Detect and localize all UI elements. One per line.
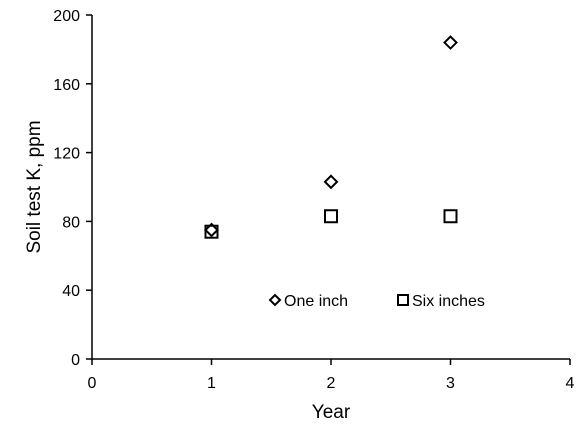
y-axis-label: Soil test K, ppm bbox=[24, 120, 45, 253]
y-tick-label: 40 bbox=[62, 283, 80, 300]
ticks bbox=[86, 14, 571, 365]
x-tick-label: 0 bbox=[88, 375, 97, 392]
x-tick-label: 1 bbox=[207, 375, 216, 392]
six-inches-point bbox=[204, 224, 219, 239]
x-axis-label: Year bbox=[312, 402, 351, 423]
legend-marker bbox=[397, 294, 409, 306]
legend-marker bbox=[268, 293, 282, 307]
y-tick-label: 160 bbox=[53, 77, 80, 94]
x-tick-label: 3 bbox=[446, 375, 455, 392]
y-tick-label: 120 bbox=[53, 146, 80, 163]
legend: One inch Six inches bbox=[268, 293, 485, 310]
six-inches-point bbox=[443, 209, 458, 224]
one-inch-point bbox=[204, 222, 219, 238]
y-tick-label: 0 bbox=[71, 352, 80, 369]
x-tick-label: 2 bbox=[327, 375, 336, 392]
one-inch-point bbox=[443, 35, 458, 50]
x-tick-label: 4 bbox=[566, 375, 575, 392]
legend-label: Six inches bbox=[412, 293, 485, 310]
y-tick-label: 80 bbox=[62, 214, 80, 231]
data-points bbox=[204, 35, 458, 239]
y-tick-label: 200 bbox=[53, 8, 80, 25]
legend-label: One inch bbox=[284, 293, 348, 310]
tick-labels: 0 40 80 120 160 200 0 1 2 3 4 bbox=[53, 8, 574, 392]
six-inches-point bbox=[324, 209, 338, 224]
one-inch-point bbox=[323, 174, 339, 190]
